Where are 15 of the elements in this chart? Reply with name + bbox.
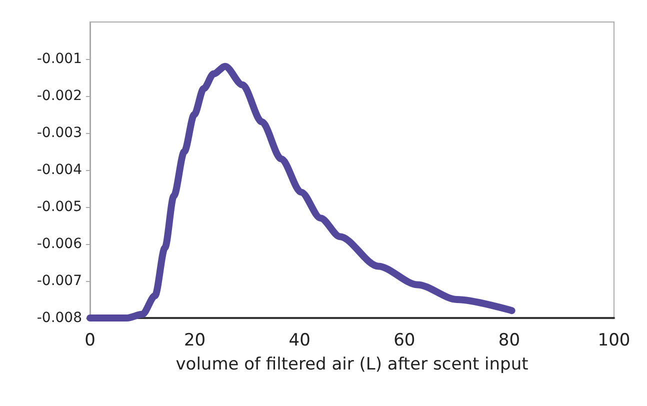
- y-tick-label: -0.005: [36, 199, 82, 215]
- x-axis-title: volume of filtered air (L) after scent input: [176, 354, 529, 374]
- x-tick-label: 40: [288, 330, 310, 350]
- y-tick-label: -0.002: [36, 88, 82, 104]
- y-tick-label: -0.006: [36, 236, 82, 252]
- x-tick-label: 80: [498, 330, 520, 350]
- x-tick-label: 0: [84, 330, 96, 350]
- y-tick-label: -0.008: [36, 310, 82, 326]
- y-tick-label: -0.003: [36, 125, 82, 141]
- y-tick-label: -0.004: [36, 162, 82, 178]
- x-tick-label: 20: [184, 330, 206, 350]
- x-tick-label: 100: [598, 330, 630, 350]
- y-tick-label: -0.001: [36, 51, 82, 67]
- y-tick-label: -0.007: [36, 273, 82, 289]
- x-tick-label: 60: [394, 330, 416, 350]
